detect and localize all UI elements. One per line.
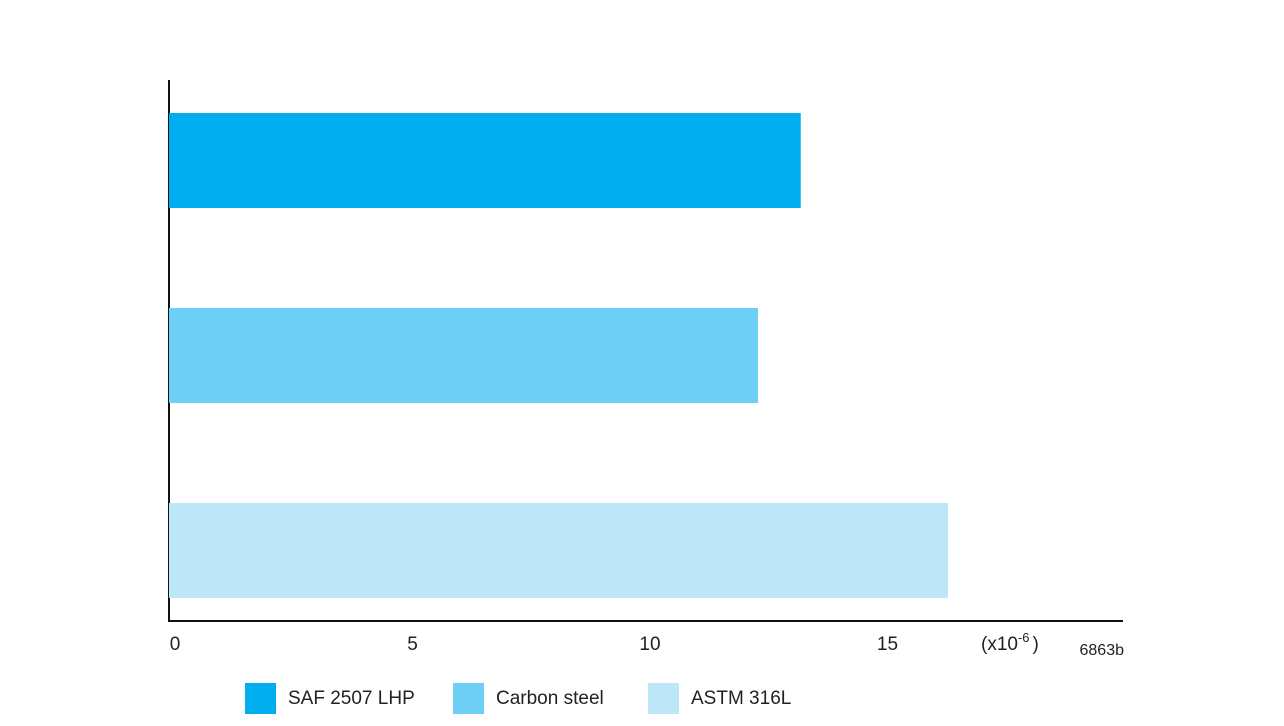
bar (169, 113, 801, 208)
x-tick-label: 10 (639, 634, 660, 655)
legend-swatch (648, 683, 679, 714)
legend-label: Carbon steel (496, 688, 604, 709)
legend-label: ASTM 316L (691, 688, 791, 709)
legend-label: SAF 2507 LHP (288, 688, 415, 709)
x-unit-prefix: (x10 (981, 634, 1018, 655)
legend-swatch (453, 683, 484, 714)
bar (169, 503, 948, 598)
x-tick-label: 5 (407, 634, 418, 655)
figure-code: 6863b (1080, 642, 1125, 659)
x-tick-label: 15 (877, 634, 898, 655)
legend-swatch (245, 683, 276, 714)
bar (169, 308, 758, 403)
x-unit-exponent: -6 (1018, 630, 1030, 645)
x-unit: (x10-6) (981, 630, 1039, 655)
x-tick-label: 0 (170, 634, 181, 655)
x-unit-suffix: ) (1033, 634, 1039, 655)
